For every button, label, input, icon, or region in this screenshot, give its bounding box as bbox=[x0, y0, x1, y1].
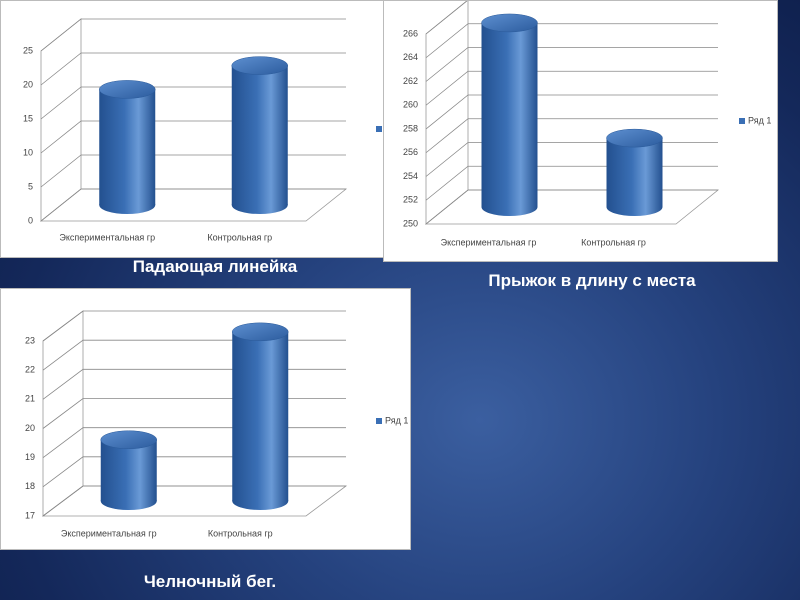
axis-wall bbox=[40, 18, 82, 222]
y-tick-label: 252 bbox=[403, 195, 418, 205]
bar-top bbox=[231, 56, 288, 75]
x-tick-label: Контрольная гр bbox=[207, 232, 272, 242]
grid-line bbox=[42, 485, 346, 517]
chart: 250 252 254 256 258 260 262 264 266 Экспериментал… bbox=[403, 1, 771, 247]
y-tick-label: 21 bbox=[25, 394, 35, 404]
y-tick-label: 18 bbox=[25, 481, 35, 491]
grid-line bbox=[425, 142, 718, 177]
y-tick-label: 264 bbox=[403, 52, 418, 62]
grid-line bbox=[40, 154, 346, 188]
x-tick-label: Экспериментальная гр bbox=[61, 528, 157, 538]
grid-line bbox=[425, 47, 718, 82]
bar-top bbox=[100, 430, 157, 449]
grid-line bbox=[40, 52, 346, 86]
x-tick-label: Экспериментальная гр bbox=[59, 232, 155, 242]
grid-line bbox=[42, 368, 346, 400]
legend-marker bbox=[739, 118, 745, 124]
y-tick-label: 15 bbox=[23, 113, 33, 123]
bar bbox=[99, 89, 156, 205]
bar bbox=[481, 22, 538, 207]
y-tick-label: 23 bbox=[25, 335, 35, 345]
y-tick-label: 10 bbox=[23, 147, 33, 157]
chart-title: Прыжок в длину с места bbox=[488, 271, 696, 290]
legend-label: Ряд 1 bbox=[385, 415, 408, 425]
chart-panel: 17 18 19 20 21 22 23 Экспериментальная гр Контро… bbox=[0, 288, 411, 550]
grid-line bbox=[42, 427, 346, 458]
chart: 0 5 10 15 20 25 Экспериментальная гр Контрольна… bbox=[23, 18, 382, 242]
bar-top bbox=[481, 13, 538, 33]
y-tick-label: 25 bbox=[23, 45, 33, 55]
y-tick-label: 5 bbox=[28, 181, 33, 191]
y-tick-label: 256 bbox=[403, 147, 418, 157]
legend-marker bbox=[376, 418, 382, 424]
grid-line bbox=[425, 70, 718, 106]
grid-line bbox=[425, 189, 718, 225]
grid-line bbox=[425, 118, 718, 154]
chart-title: Челночный бег. bbox=[143, 572, 277, 591]
y-tick-label: 20 bbox=[23, 79, 33, 89]
y-tick-label: 17 bbox=[25, 510, 35, 520]
legend-label: Ряд 1 bbox=[748, 115, 771, 125]
floor bbox=[424, 189, 720, 225]
bar-top bbox=[606, 128, 663, 148]
grid-line bbox=[42, 456, 346, 488]
grid-line bbox=[42, 339, 346, 371]
grid-line bbox=[42, 310, 346, 342]
x-tick-label: Контрольная гр bbox=[208, 528, 273, 538]
grid-line bbox=[425, 165, 718, 201]
grid-line bbox=[42, 398, 346, 429]
y-tick-label: 19 bbox=[25, 452, 35, 462]
x-tick-label: Контрольная гр bbox=[581, 237, 646, 247]
grid-line bbox=[40, 188, 346, 222]
grid-line bbox=[425, 94, 718, 130]
x-tick-label: Экспериментальная гр bbox=[441, 237, 537, 247]
bar bbox=[232, 331, 289, 501]
bar bbox=[606, 138, 663, 207]
y-tick-label: 258 bbox=[403, 123, 418, 133]
y-tick-label: 250 bbox=[403, 218, 418, 228]
grid-line bbox=[425, 1, 468, 35]
bar-top bbox=[232, 322, 289, 342]
y-tick-label: 22 bbox=[25, 365, 35, 375]
y-tick-label: 260 bbox=[403, 100, 418, 110]
chart-title: Падающая линейка bbox=[132, 257, 298, 276]
y-tick-label: 262 bbox=[403, 76, 418, 86]
grid-line bbox=[425, 23, 718, 59]
chart-panel: 250 252 254 256 258 260 262 264 266 Экспериментал… bbox=[383, 0, 778, 262]
chart: 17 18 19 20 21 22 23 Экспериментальная гр Контро… bbox=[25, 310, 408, 538]
floor bbox=[39, 188, 348, 222]
bar bbox=[231, 65, 288, 205]
grid-line bbox=[40, 18, 346, 52]
chart-panel: 0 5 10 15 20 25 Экспериментальная гр Контрольна… bbox=[0, 0, 384, 258]
y-tick-label: 254 bbox=[403, 171, 418, 181]
floor bbox=[41, 485, 348, 517]
y-tick-label: 0 bbox=[28, 215, 33, 225]
y-tick-label: 20 bbox=[25, 423, 35, 433]
bar-top bbox=[99, 80, 156, 99]
grid-line bbox=[40, 86, 346, 120]
y-tick-label: 266 bbox=[403, 28, 418, 38]
bar bbox=[100, 439, 157, 501]
legend-marker bbox=[376, 126, 382, 132]
grid-line bbox=[40, 120, 346, 154]
